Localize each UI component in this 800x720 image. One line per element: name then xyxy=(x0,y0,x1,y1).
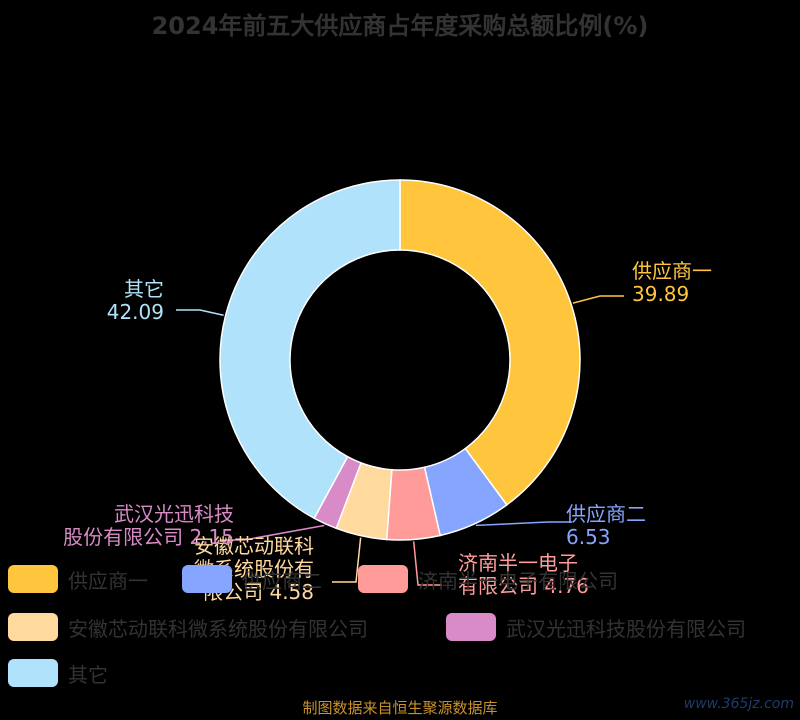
legend-item[interactable]: 安徽芯动联科微系统股份有限公司 xyxy=(8,613,368,641)
legend: 供应商一 供应商二 济南半一电子有限公司 安徽芯动联科微系统股份有限公司 武汉光… xyxy=(0,560,800,690)
leader-line xyxy=(176,309,224,316)
donut-slice[interactable] xyxy=(399,179,581,506)
leader-line xyxy=(475,521,572,527)
donut-slice[interactable] xyxy=(219,179,401,520)
legend-label: 济南半一电子有限公司 xyxy=(418,568,618,593)
legend-item[interactable]: 供应商二 xyxy=(182,565,322,593)
source-note: 制图数据来自恒生聚源数据库 xyxy=(302,699,498,717)
legend-swatch xyxy=(8,613,58,641)
legend-label: 供应商二 xyxy=(242,568,322,593)
data-label: 武汉光迅科技股份有限公司 2.15 xyxy=(63,502,234,549)
data-label: 供应商二 6.53 xyxy=(566,502,646,549)
legend-label: 武汉光迅科技股份有限公司 xyxy=(506,616,746,641)
leader-line xyxy=(412,541,442,586)
leader-line xyxy=(572,295,624,304)
data-label: 其它 42.09 xyxy=(107,277,164,324)
legend-swatch xyxy=(8,565,58,593)
chart-title: 2024年前五大供应商占年度采购总额比例(%) xyxy=(151,12,649,40)
leader-line xyxy=(220,524,325,541)
legend-label: 安徽芯动联科微系统股份有限公司 xyxy=(68,616,368,641)
legend-swatch xyxy=(8,659,58,687)
data-label: 济南半一电子有限公司 4.76 xyxy=(458,551,589,598)
legend-item[interactable]: 济南半一电子有限公司 xyxy=(358,565,618,593)
legend-item[interactable]: 供应商一 xyxy=(8,565,148,593)
watermark: www.365jz.com xyxy=(683,696,794,712)
legend-item[interactable]: 其它 xyxy=(8,659,108,687)
legend-swatch xyxy=(358,565,408,593)
legend-item[interactable]: 武汉光迅科技股份有限公司 xyxy=(446,613,746,641)
data-label: 供应商一 39.89 xyxy=(632,259,712,306)
legend-label: 供应商一 xyxy=(68,568,148,593)
legend-swatch xyxy=(182,565,232,593)
legend-swatch xyxy=(446,613,496,641)
legend-label: 其它 xyxy=(68,662,108,687)
leader-line xyxy=(332,537,362,583)
